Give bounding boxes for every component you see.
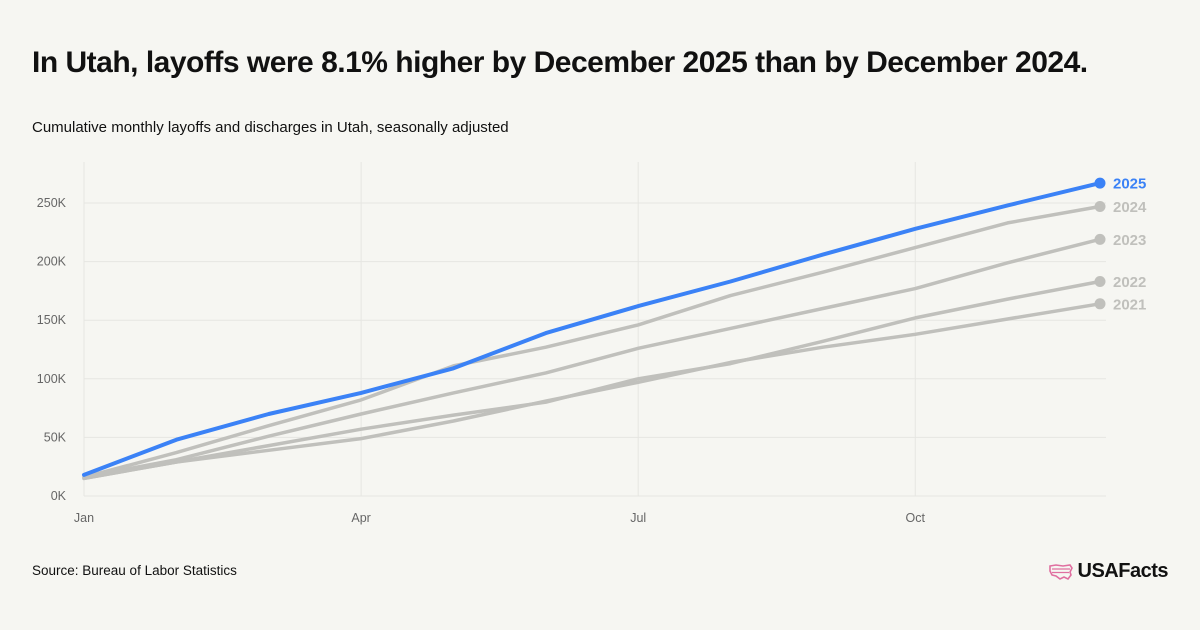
- series-label-2025: 2025: [1113, 176, 1146, 193]
- us-map-icon: [1048, 563, 1073, 580]
- series-line-2024: [82, 204, 1102, 479]
- x-tick-label: Jan: [74, 511, 94, 525]
- series-end-marker-2021: [1094, 298, 1106, 310]
- usafacts-logo: USAFacts: [1048, 560, 1169, 583]
- x-tick-label: Apr: [351, 511, 370, 525]
- series-end-marker-2022: [1094, 276, 1106, 288]
- logo-text: USAFacts: [1077, 560, 1169, 582]
- series-line-2023: [82, 237, 1102, 479]
- series-end-marker-2023: [1094, 233, 1106, 245]
- y-tick-label: 250K: [37, 196, 67, 210]
- y-tick-label: 150K: [37, 313, 67, 327]
- source-note: Source: Bureau of Labor Statistics: [32, 563, 237, 578]
- x-tick-label: Jul: [630, 511, 646, 525]
- y-tick-label: 100K: [37, 372, 67, 386]
- y-tick-label: 0K: [51, 489, 67, 503]
- x-tick-label: Oct: [906, 511, 926, 525]
- series-label-2021: 2021: [1113, 296, 1146, 313]
- series-line-2022: [82, 279, 1102, 481]
- chart-subtitle: Cumulative monthly layoffs and discharge…: [32, 119, 509, 136]
- series-label-2023: 2023: [1113, 232, 1146, 249]
- series-end-marker-2024: [1094, 201, 1106, 213]
- series-lines: [82, 181, 1102, 481]
- series-end-marker-2025: [1094, 177, 1106, 189]
- y-tick-label: 200K: [37, 255, 67, 269]
- y-tick-label: 50K: [44, 430, 67, 444]
- chart-title: In Utah, layoffs were 8.1% higher by Dec…: [32, 46, 1088, 79]
- series-line-2025: [82, 181, 1102, 477]
- series-label-2022: 2022: [1113, 274, 1146, 291]
- series-label-2024: 2024: [1113, 199, 1147, 216]
- axis-labels: 0K 50K 100K 150K 200K 250K Jan Apr Jul Oct: [37, 196, 926, 525]
- series-labels: 2021 2022 2023 2024 2025: [1094, 176, 1147, 313]
